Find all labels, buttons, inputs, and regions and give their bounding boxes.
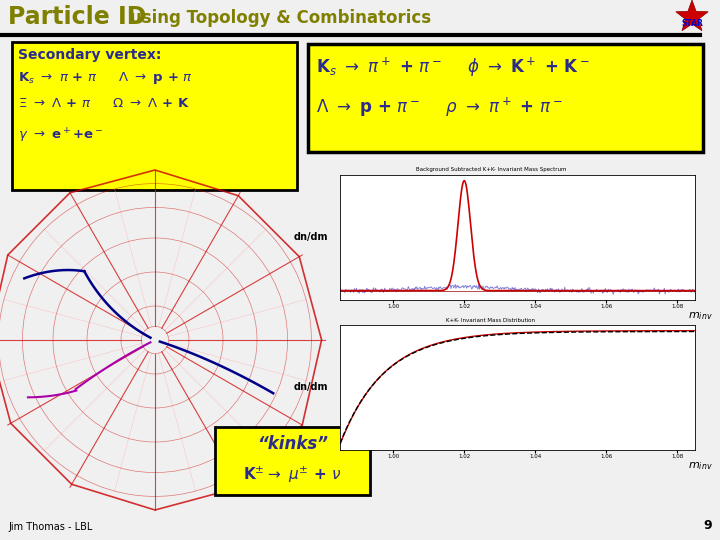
Text: dn/dm: dn/dm [294,232,328,242]
Text: STAR: STAR [681,19,703,29]
Text: 9: 9 [703,519,712,532]
FancyBboxPatch shape [308,44,703,152]
Text: K$^+$ K$^-$ pairs: K$^+$ K$^-$ pairs [536,335,624,353]
Text: Secondary vertex:: Secondary vertex: [18,48,161,62]
Text: K$_s$ $\rightarrow$ $\pi^+$ + $\pi^-$    $\phi$ $\rightarrow$ K$^+$ + K$^-$: K$_s$ $\rightarrow$ $\pi^+$ + $\pi^-$ $\… [316,56,590,79]
FancyBboxPatch shape [12,42,297,190]
Text: using Topology & Combinatorics: using Topology & Combinatorics [130,9,431,27]
FancyBboxPatch shape [478,195,593,235]
Text: background: background [500,199,570,209]
Text: Particle ID: Particle ID [8,5,146,29]
Text: m$_{inv}$: m$_{inv}$ [688,460,712,472]
FancyBboxPatch shape [478,368,633,410]
Text: “kinks”: “kinks” [257,435,328,453]
Text: K$^{\pm}$$\rightarrow$ $\mu^{\pm}$ + $\nu$: K$^{\pm}$$\rightarrow$ $\mu^{\pm}$ + $\n… [243,465,342,485]
FancyBboxPatch shape [215,427,370,495]
Text: subtracted: subtracted [503,215,567,225]
Text: from K$^+$ K$^-$ pairs: from K$^+$ K$^-$ pairs [500,182,618,200]
Text: dn/dm: dn/dm [294,382,328,392]
Text: same event dist.: same event dist. [506,372,605,382]
Text: mixed event dist.: mixed event dist. [504,388,607,398]
Text: $\gamma$ $\rightarrow$ e$^+$+e$^-$: $\gamma$ $\rightarrow$ e$^+$+e$^-$ [18,127,103,145]
Text: K+K- Invariant Mass Distribution: K+K- Invariant Mass Distribution [446,318,536,322]
Text: Jim Thomas - LBL: Jim Thomas - LBL [8,522,92,532]
Polygon shape [676,0,708,31]
Text: m$_{inv}$: m$_{inv}$ [688,310,712,322]
Text: Background Subtracted K+K- Invariant Mass Spectrum: Background Subtracted K+K- Invariant Mas… [415,166,566,172]
Text: $\phi$: $\phi$ [479,182,491,204]
Text: $\Lambda$ $\rightarrow$ p + $\pi^-$    $\rho$ $\rightarrow$ $\pi^+$ + $\pi^-$: $\Lambda$ $\rightarrow$ p + $\pi^-$ $\rh… [316,96,563,119]
Text: $\Xi$ $\rightarrow$ $\Lambda$ + $\pi$     $\Omega$ $\rightarrow$ $\Lambda$ + K: $\Xi$ $\rightarrow$ $\Lambda$ + $\pi$ $\… [18,97,190,110]
Text: K$_s$ $\rightarrow$ $\pi$ + $\pi$     $\Lambda$ $\rightarrow$ p + $\pi$: K$_s$ $\rightarrow$ $\pi$ + $\pi$ $\Lamb… [18,70,193,86]
